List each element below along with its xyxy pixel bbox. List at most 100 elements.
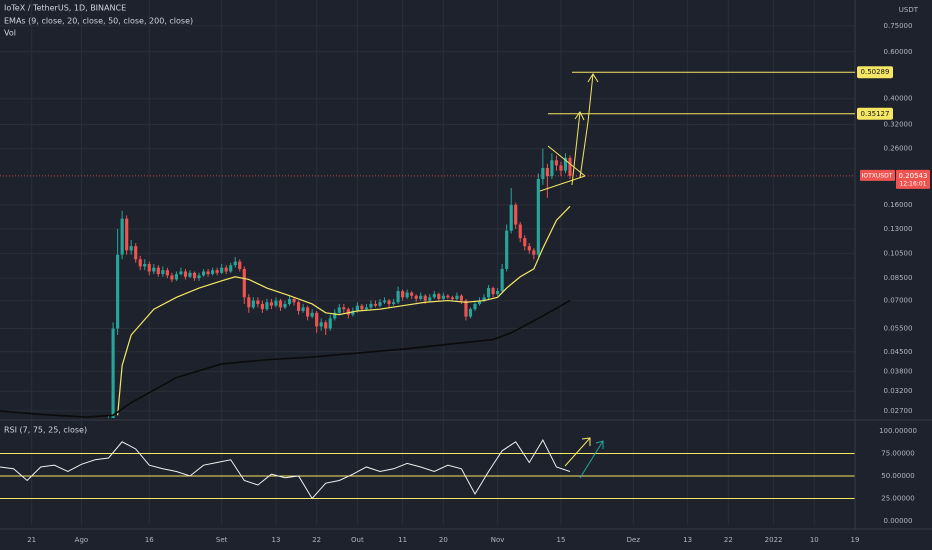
candle-body: [446, 295, 450, 298]
candle-body: [274, 300, 278, 306]
indicator-legend: EMAs (9, close, 20, close, 50, close, 20…: [4, 17, 193, 26]
candle-body: [432, 294, 436, 298]
candle-body: [229, 265, 233, 272]
candle-body: [428, 297, 432, 301]
x-tick-label: 13: [683, 536, 692, 544]
candle-body: [296, 302, 301, 311]
candle-body: [527, 246, 531, 251]
x-tick-label: 21: [27, 536, 36, 544]
candle-body: [563, 157, 568, 171]
x-tick-label: 22: [312, 536, 321, 544]
candle-body: [568, 157, 572, 176]
candle-body: [161, 270, 165, 275]
candle-body: [477, 300, 482, 304]
y-tick-label: 0.60000: [884, 48, 913, 56]
y-tick-label: 0.32000: [884, 121, 913, 129]
candle-body: [346, 309, 350, 315]
y-tick-label: 0.08500: [884, 274, 913, 282]
candle-body: [278, 300, 283, 308]
last-price-box: [896, 169, 930, 189]
unit-label: USDT: [899, 6, 919, 14]
y-tick-label: 100.00000: [879, 427, 917, 435]
candle-body: [328, 318, 332, 329]
candle-body: [125, 218, 129, 251]
x-tick-label: Ago: [75, 536, 89, 544]
candle-body: [292, 298, 296, 303]
rsi-legend: RSI (7, 75, 25, close): [4, 426, 87, 435]
candle-body: [550, 160, 554, 177]
candle-body: [197, 275, 201, 279]
candle-body: [134, 246, 138, 260]
x-tick-label: 16: [145, 536, 154, 544]
candle-body: [152, 267, 156, 272]
candle-body: [201, 271, 206, 276]
y-tick-label: 0.16000: [884, 201, 913, 209]
candle-body: [287, 298, 292, 304]
candle-body: [238, 261, 242, 269]
candle-body: [455, 295, 459, 299]
candle-body: [482, 297, 486, 301]
candle-body: [206, 271, 210, 275]
candle-body: [233, 261, 237, 266]
x-tick-label: Nov: [491, 536, 505, 544]
candle-body: [306, 307, 310, 317]
y-tick-label: 0.07000: [884, 297, 913, 305]
candle-body: [116, 254, 120, 329]
candle-body: [450, 297, 454, 299]
candle-body: [509, 204, 513, 231]
candle-body: [337, 307, 341, 313]
candle-body: [256, 300, 260, 304]
candle-body: [541, 167, 545, 179]
chart-title: IoTeX / TetherUS, 1D, BINANCE: [4, 4, 126, 13]
y-tick-label: 50.00000: [881, 472, 914, 480]
candle-body: [523, 238, 527, 247]
candle-body: [147, 264, 151, 272]
symbol-box: [860, 169, 895, 181]
candle-body: [333, 312, 337, 319]
ema-line: [117, 205, 571, 416]
y-tick-label: 0.05500: [884, 325, 913, 333]
candle-body: [319, 322, 323, 327]
y-tick-label: 25.00000: [881, 494, 914, 502]
x-tick-label: 13: [271, 536, 280, 544]
last-price-label: 0.20543: [899, 172, 928, 180]
candle-body: [437, 294, 441, 299]
candle-body: [491, 288, 495, 295]
candle-body: [554, 160, 559, 166]
candle-body: [387, 300, 391, 304]
x-tick-label: Out: [351, 536, 364, 544]
candle-body: [464, 300, 468, 317]
candle-body: [143, 264, 147, 267]
candle-body: [410, 292, 414, 296]
price-label: 0.50289: [861, 68, 890, 76]
y-tick-label: 0.10500: [884, 250, 913, 258]
candle-body: [301, 307, 305, 311]
candle-body: [111, 328, 115, 418]
x-tick-label: 22: [724, 536, 733, 544]
x-tick-label: 10: [810, 536, 819, 544]
candle-body: [378, 302, 382, 306]
candle-body: [215, 270, 219, 273]
candle-body: [283, 303, 287, 308]
candle-body: [391, 302, 396, 304]
candle-body: [486, 288, 491, 298]
candle-body: [360, 305, 364, 310]
candle-body: [107, 420, 110, 425]
candle-body: [315, 312, 319, 327]
candle-body: [559, 165, 563, 171]
y-tick-label: 0.02700: [884, 407, 913, 415]
candle-body: [170, 275, 174, 280]
x-tick-label: 19: [851, 536, 860, 544]
candle-body: [441, 295, 445, 299]
candle-body: [179, 271, 183, 275]
candle-body: [188, 272, 192, 277]
candle-body: [351, 310, 355, 315]
rsi-line: [0, 438, 571, 500]
candle-body: [459, 295, 464, 301]
price-label-box: [857, 107, 893, 120]
candle-body: [514, 204, 518, 225]
candle-body: [532, 250, 536, 255]
y-tick-label: 75.00000: [881, 449, 914, 457]
